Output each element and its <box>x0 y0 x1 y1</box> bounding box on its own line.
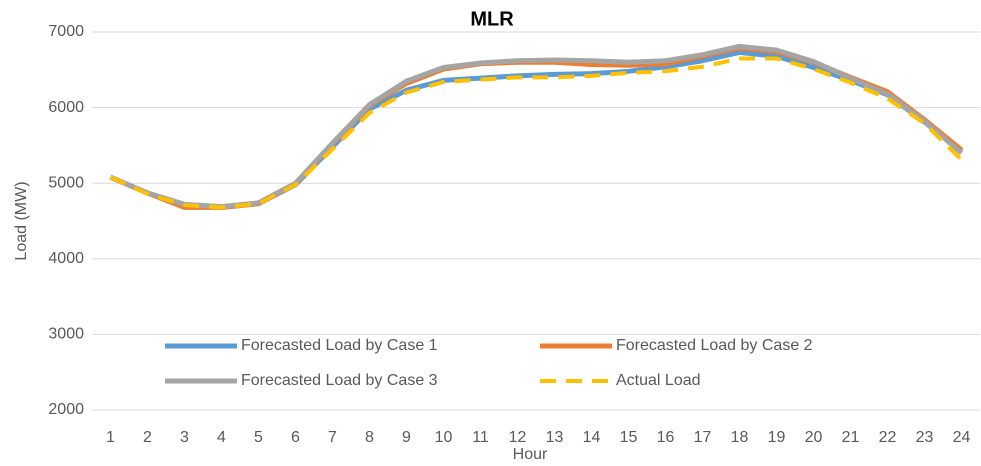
series-line <box>109 43 964 210</box>
x-tick-label: 23 <box>916 429 934 446</box>
x-tick-label: 2 <box>143 429 152 446</box>
series-line <box>109 56 963 210</box>
x-tick-label: 21 <box>842 429 860 446</box>
x-tick-label: 6 <box>291 429 300 446</box>
legend-label: Forecasted Load by Case 1 <box>241 337 438 354</box>
x-tick-label: 18 <box>731 429 749 446</box>
chart-title: MLR <box>470 8 514 30</box>
legend-label: Forecasted Load by Case 3 <box>241 372 438 389</box>
x-tick-label: 16 <box>657 429 675 446</box>
x-tick-label: 17 <box>694 429 712 446</box>
x-tick-label: 9 <box>402 429 411 446</box>
x-tick-label: 12 <box>509 429 527 446</box>
y-tick-label: 6000 <box>48 99 84 116</box>
x-axis-label: Hour <box>513 446 548 463</box>
x-tick-label: 24 <box>953 429 971 446</box>
x-tick-label: 14 <box>583 429 601 446</box>
x-tick-label: 10 <box>435 429 453 446</box>
x-tick-label: 3 <box>180 429 189 446</box>
y-axis-label: Load (MW) <box>13 181 30 260</box>
y-tick-label: 7000 <box>48 23 84 40</box>
x-tick-label: 15 <box>620 429 638 446</box>
y-tick-label: 3000 <box>48 326 84 343</box>
legend-label: Actual Load <box>616 372 701 389</box>
x-tick-label: 20 <box>805 429 823 446</box>
x-tick-label: 19 <box>768 429 786 446</box>
legend-label: Forecasted Load by Case 2 <box>616 337 813 354</box>
x-tick-label: 22 <box>879 429 897 446</box>
x-tick-label: 1 <box>106 429 115 446</box>
x-tick-label: 11 <box>472 429 489 446</box>
y-tick-label: 2000 <box>48 401 84 418</box>
y-tick-label: 5000 <box>48 174 84 191</box>
y-tick-label: 4000 <box>48 250 84 267</box>
x-tick-label: 5 <box>254 429 263 446</box>
x-tick-label: 4 <box>217 429 226 446</box>
x-tick-label: 7 <box>328 429 337 446</box>
x-tick-label: 8 <box>365 429 374 446</box>
x-tick-label: 13 <box>546 429 564 446</box>
